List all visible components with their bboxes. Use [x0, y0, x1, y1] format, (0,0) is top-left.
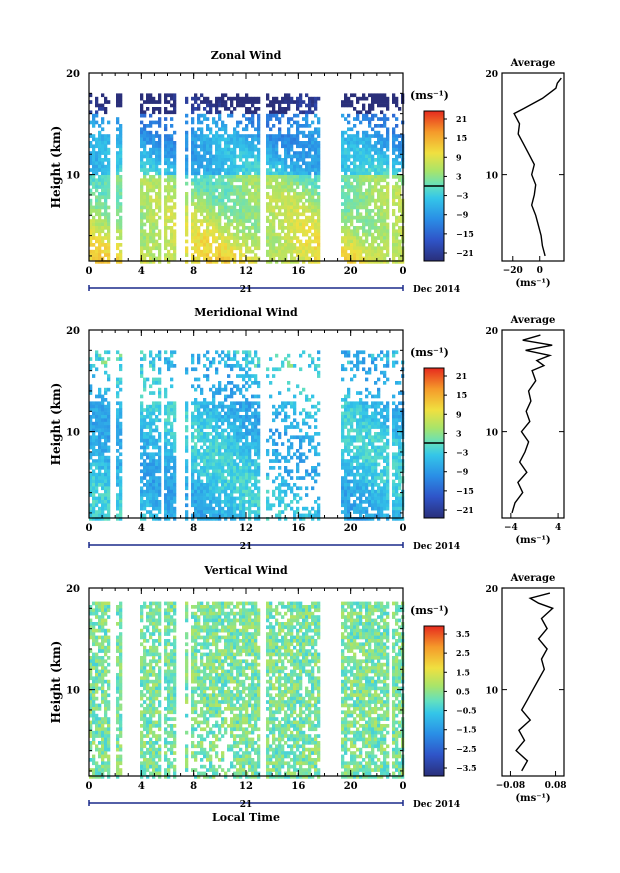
profile-x-tick-label: 4	[555, 523, 561, 533]
x-tick-label: 0	[86, 781, 93, 792]
colorbar-tick-label: 21	[456, 114, 467, 124]
profile-title: Average	[510, 315, 556, 326]
colorbar-tick-label: −3	[456, 191, 469, 201]
colorbar-tick-label: −9	[456, 467, 469, 477]
colorbar-tick-label: 9	[456, 409, 462, 419]
colorbar-tick-label: 15	[456, 133, 467, 143]
profile-y-tick-label: 10	[485, 172, 498, 182]
colorbar-tick-label: −15	[456, 486, 474, 496]
profile-title: Average	[510, 58, 556, 69]
profile-y-tick-label: 20	[485, 585, 498, 595]
colorbar-tick-label: 2.5	[456, 648, 470, 658]
y-tick-label: 10	[66, 686, 80, 697]
profile-y-tick-label: 20	[485, 70, 498, 80]
x-tick-label: 16	[291, 523, 305, 534]
profile-y-tick-label: 10	[485, 687, 498, 697]
panel-title: Zonal Wind	[211, 49, 282, 62]
profile-frame	[501, 587, 565, 777]
colorbar-tick-label: 3	[456, 171, 462, 181]
profile-x-tick-label: 0.08	[545, 781, 567, 791]
colorbar-tick-label: 15	[456, 390, 467, 400]
colorbar-tick-label: −3	[456, 448, 469, 458]
x-tick-label: 12	[239, 523, 253, 534]
y-axis-label: Height (km)	[49, 641, 63, 724]
x-tick-label: 8	[190, 266, 197, 277]
colorbar-tick-label: −21	[456, 505, 474, 515]
profile-title: Average	[510, 573, 556, 584]
colorbar-tick-label: 1.5	[456, 667, 470, 677]
heatmap	[89, 601, 405, 779]
profile-y-tick-label: 10	[485, 429, 498, 439]
x-tick-label: 20	[344, 523, 358, 534]
x-tick-label: 0	[400, 266, 407, 277]
colorbar-tick-label: −15	[456, 229, 474, 239]
profile-line	[511, 334, 553, 514]
colorbar-tick-label: 0.5	[456, 686, 470, 696]
profile-x-tick-label: −20	[503, 266, 523, 276]
colorbar-tick-label: −21	[456, 248, 474, 258]
colorbar-tick-label: 3.5	[456, 629, 470, 639]
profile-x-tick-label: 0	[537, 266, 543, 276]
colorbar-tick-label: 3	[456, 428, 462, 438]
profile-y-tick-label: 20	[485, 327, 498, 337]
date-label: Dec 2014	[413, 285, 460, 295]
x-tick-label: 8	[190, 523, 197, 534]
y-tick-label: 20	[66, 326, 80, 337]
colorbar-unit: (ms⁻¹)	[410, 89, 449, 102]
panel-title: Vertical Wind	[203, 564, 288, 577]
x-tick-label: 20	[344, 781, 358, 792]
x-tick-label: 0	[400, 781, 407, 792]
colorbar-tick-label: 9	[456, 152, 462, 162]
colorbar-tick-label: −0.5	[456, 706, 477, 716]
profile-frame	[501, 72, 565, 262]
x-tick-label: 20	[344, 266, 358, 277]
date-label: Dec 2014	[413, 800, 460, 810]
x-tick-label: 4	[138, 781, 145, 792]
x-axis-label: Local Time	[212, 811, 280, 824]
colorbar-unit: (ms⁻¹)	[410, 604, 449, 617]
date-tick-label: 21	[240, 285, 253, 295]
x-tick-label: 16	[291, 266, 305, 277]
colorbar-tick-label: −2.5	[456, 744, 477, 754]
x-tick-label: 12	[239, 266, 253, 277]
y-axis-label: Height (km)	[49, 383, 63, 466]
y-tick-label: 10	[66, 171, 80, 182]
y-tick-label: 20	[66, 584, 80, 595]
x-tick-label: 12	[239, 781, 253, 792]
profile-line	[515, 592, 555, 772]
x-tick-label: 0	[86, 523, 93, 534]
date-tick-label: 21	[240, 800, 253, 810]
profile-x-axis-label: (ms⁻¹)	[515, 793, 550, 804]
x-tick-label: 0	[86, 266, 93, 277]
profile-x-axis-label: (ms⁻¹)	[515, 278, 550, 289]
profile-line	[513, 77, 562, 257]
x-tick-label: 4	[138, 266, 145, 277]
x-tick-label: 4	[138, 523, 145, 534]
x-tick-label: 8	[190, 781, 197, 792]
date-label: Dec 2014	[413, 542, 460, 552]
colorbar-tick-label: −1.5	[456, 725, 477, 735]
x-tick-label: 16	[291, 781, 305, 792]
colorbar-tick-label: −9	[456, 210, 469, 220]
profile-x-tick-label: −0.08	[496, 781, 525, 791]
panel-title: Meridional Wind	[194, 306, 298, 319]
profile-x-axis-label: (ms⁻¹)	[515, 535, 550, 546]
colorbar-tick-label: 21	[456, 371, 467, 381]
date-tick-label: 21	[240, 542, 253, 552]
profile-x-tick-label: −4	[504, 523, 518, 533]
y-tick-label: 20	[66, 69, 80, 80]
colorbar	[423, 625, 445, 777]
heatmap	[89, 93, 405, 264]
heatmap	[89, 350, 405, 521]
colorbar-unit: (ms⁻¹)	[410, 346, 449, 359]
y-axis-label: Height (km)	[49, 126, 63, 209]
x-tick-label: 0	[400, 523, 407, 534]
colorbar-tick-label: −3.5	[456, 763, 477, 773]
y-tick-label: 10	[66, 428, 80, 439]
profile-frame	[501, 329, 565, 519]
